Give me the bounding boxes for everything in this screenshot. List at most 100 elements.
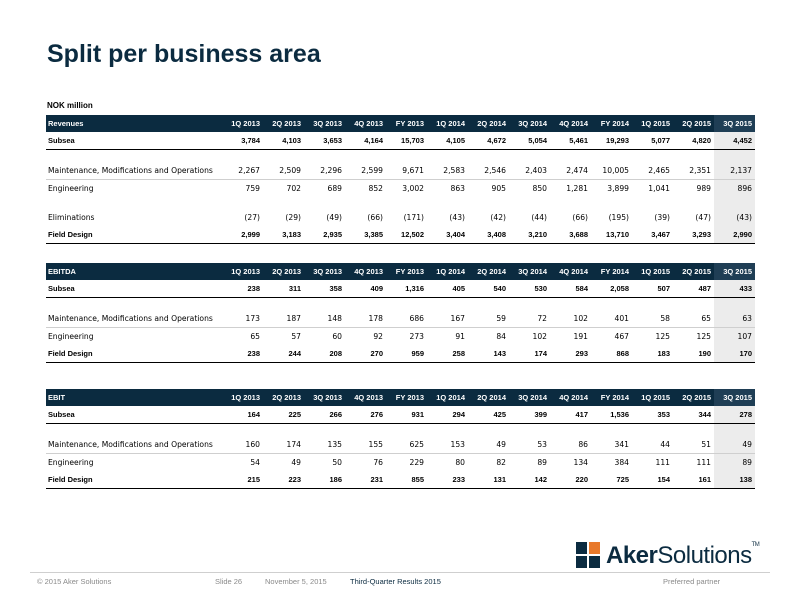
table-header-row: Revenues 1Q 2013 2Q 2013 3Q 2013 4Q 2013 FY 2… [46,115,755,132]
column-header: FY 2014 [591,389,632,406]
column-header: 3Q 2014 [509,389,550,406]
table-cell: 487 [673,280,714,298]
table-cell: 148 [304,310,345,328]
column-header: 1Q 2013 [222,263,263,280]
table-cell: 863 [450,184,466,193]
table-row: Field Design 2,999 3,183 2,935 3,385 12,502 3,… [46,226,755,244]
column-header: 2Q 2015 [673,263,714,280]
table-cell: 2,474 [550,162,591,180]
column-header: 1Q 2015 [632,263,673,280]
table-cell: 3,385 [345,226,386,244]
table-cell: 89 [714,453,755,471]
table-cell: 540 [468,280,509,298]
ebit-table: EBIT 1Q 2013 2Q 2013 3Q 2013 4Q 2013 FY 2013 1… [46,389,755,489]
table-cell: (42) [490,213,506,222]
table-cell: (171) [403,213,424,222]
column-header: FY 2013 [386,263,427,280]
table-cell: 111 [696,458,712,467]
table-cell: 3,653 [304,132,345,150]
table-cell: 401 [591,310,632,328]
table-cell: 384 [614,458,630,467]
table-cell: 65 [250,332,260,341]
column-header: 3Q 2014 [509,263,550,280]
column-header: 2Q 2014 [468,263,509,280]
spacer-row [46,423,755,436]
column-header: FY 2014 [591,263,632,280]
table-cell: 2,267 [222,162,263,180]
table-cell: 2,403 [509,162,550,180]
page-title: Split per business area [47,40,321,68]
spacer-row [46,197,755,209]
table-cell: 80 [455,458,465,467]
table-cell: 178 [345,310,386,328]
aker-logo-icon [576,542,600,568]
table-cell: 425 [468,406,509,424]
table-cell: 155 [345,436,386,454]
ebitda-table: EBITDA 1Q 2013 2Q 2013 3Q 2013 4Q 2013 FY 201… [46,263,755,363]
table-section-title: Revenues [46,115,222,132]
column-header: FY 2013 [386,115,427,132]
table-header-row: EBIT 1Q 2013 2Q 2013 3Q 2013 4Q 2013 FY 2013 1… [46,389,755,406]
table-cell: (39) [654,213,670,222]
table-cell: 294 [427,406,468,424]
table-cell: (66) [367,213,383,222]
table-cell: 3,408 [468,226,509,244]
table-header-row: EBITDA 1Q 2013 2Q 2013 3Q 2013 4Q 2013 FY 201… [46,263,755,280]
column-header: 3Q 2015 [714,115,755,132]
column-header: 4Q 2014 [550,263,591,280]
table-row: Eliminations (27) (29) (49) (66) (171) (43) (42… [46,209,755,226]
column-header: 2Q 2013 [263,115,304,132]
table-cell: 138 [714,471,755,489]
column-header: 3Q 2014 [509,115,550,132]
row-label: Engineering [48,332,94,341]
table-cell: 92 [373,332,383,341]
table-cell: 220 [550,471,591,489]
table-cell: 3,467 [632,226,673,244]
table-cell: 3,293 [673,226,714,244]
aker-solutions-logo: AkerSolutionsTM [576,542,761,570]
table-cell: 409 [345,280,386,298]
table-cell: 625 [386,436,427,454]
table-cell: (49) [326,213,342,222]
table-cell: 341 [591,436,632,454]
footer-event: Third-Quarter Results 2015 [350,577,441,586]
table-cell: 433 [714,280,755,298]
table-cell: 15,703 [386,132,427,150]
table-cell: 399 [509,406,550,424]
table-cell: 896 [714,179,755,197]
table-cell: 3,002 [402,184,424,193]
table-cell: 1,281 [566,184,588,193]
table-cell: 293 [550,345,591,363]
row-label: Field Design [46,471,222,489]
table-section-title: EBITDA [46,263,222,280]
table-cell: 49 [714,436,755,454]
column-header: 3Q 2015 [714,389,755,406]
table-cell: 4,103 [263,132,304,150]
table-cell: 154 [632,471,673,489]
logo-wordmark: AkerSolutionsTM [606,542,760,569]
table-cell: 153 [427,436,468,454]
table-cell: 2,990 [714,226,755,244]
footer-tagline: Preferred partner [663,577,721,586]
table-cell: 125 [696,332,712,341]
table-cell: 1,041 [648,184,670,193]
table-cell: 167 [427,310,468,328]
table-cell: 84 [496,332,506,341]
table-cell: 208 [304,345,345,363]
table-cell: 276 [345,406,386,424]
table-cell: 174 [509,345,550,363]
row-label: Field Design [46,226,222,244]
table-cell: 50 [332,458,342,467]
table-cell: 2,999 [222,226,263,244]
table-cell: 190 [673,345,714,363]
table-cell: 12,502 [386,226,427,244]
column-header: 4Q 2013 [345,263,386,280]
table-cell: 225 [263,406,304,424]
row-label: Engineering [48,458,94,467]
table-cell: 170 [714,345,755,363]
table-row: Field Design 238 244 208 270 959 258 143 174 293 8… [46,345,755,363]
table-cell: 2,599 [345,162,386,180]
table-cell: 4,820 [673,132,714,150]
table-cell: 57 [291,332,301,341]
row-label: Engineering [48,184,94,193]
